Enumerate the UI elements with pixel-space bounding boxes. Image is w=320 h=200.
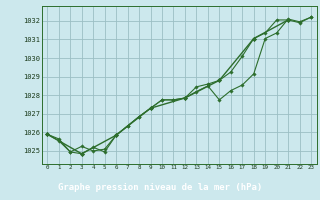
Text: Graphe pression niveau de la mer (hPa): Graphe pression niveau de la mer (hPa) xyxy=(58,182,262,192)
